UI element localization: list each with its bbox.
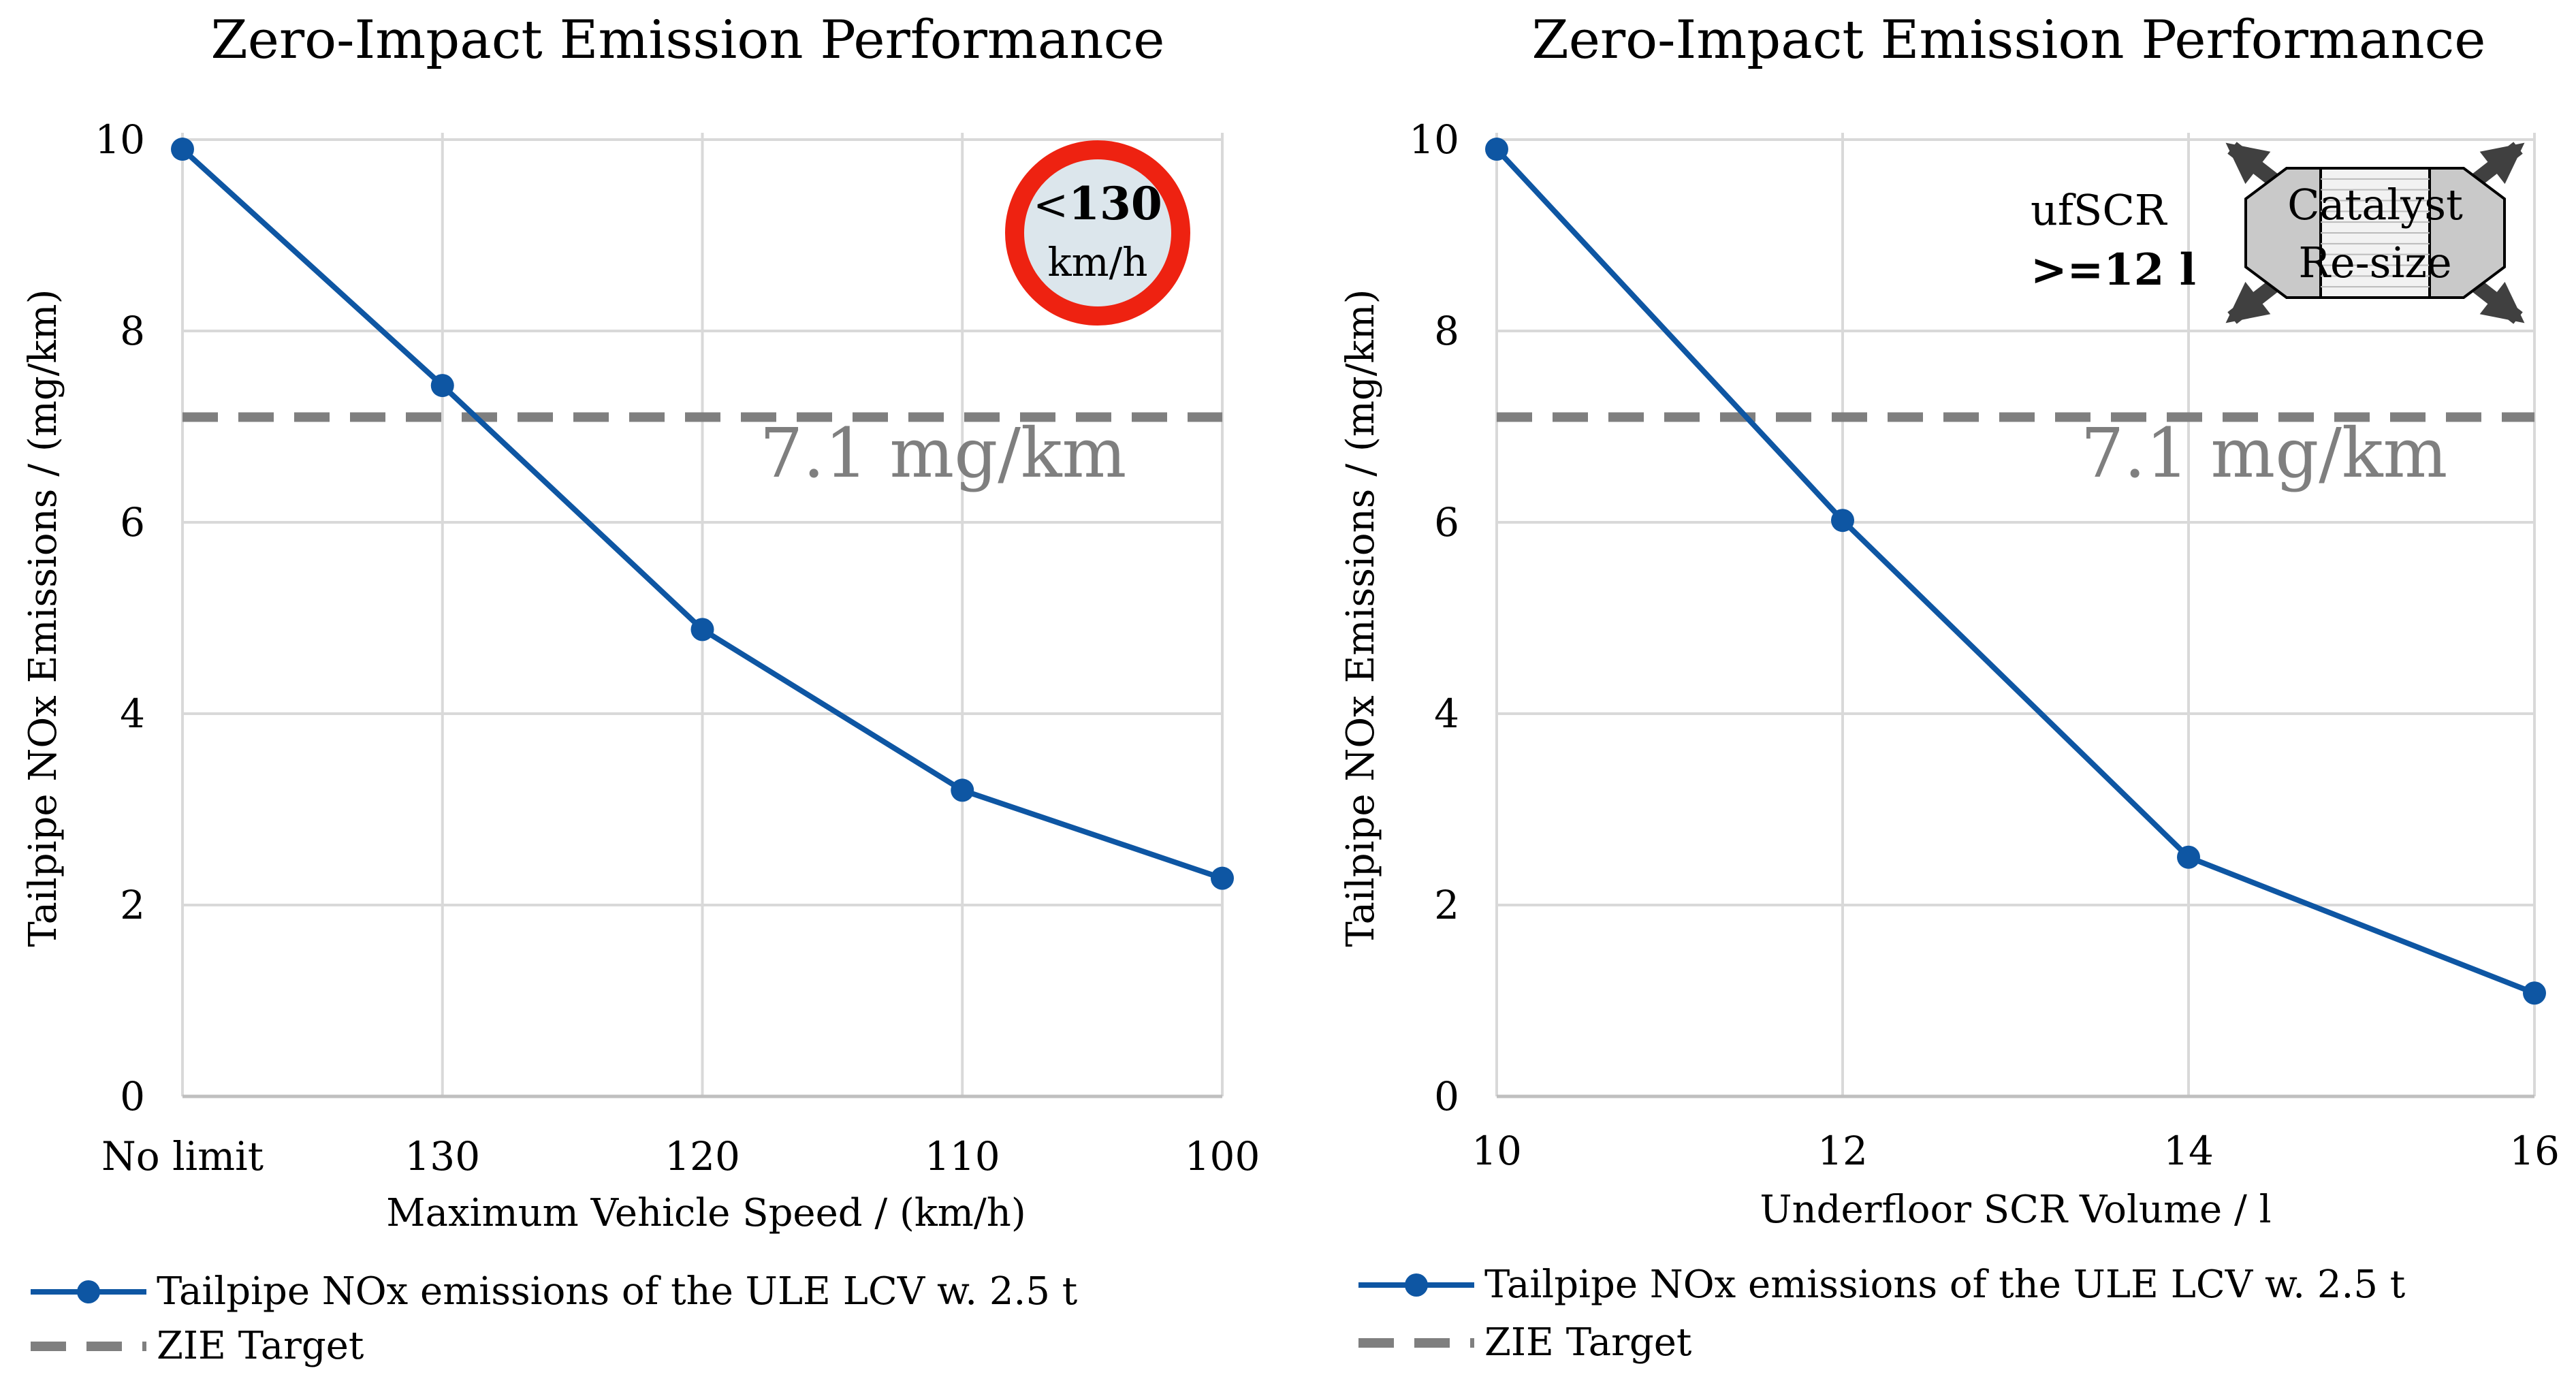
x-tick-label: 110 [925,1133,1000,1179]
data-point [171,138,194,161]
y-tick-label: 10 [95,116,145,163]
data-point [951,778,974,802]
ufscr-note-label: ufSCR [2031,185,2168,235]
chart-title: Zero-Impact Emission Performance [211,10,1165,71]
x-tick-label: 130 [404,1133,480,1179]
chart-1: Zero-Impact Emission Performance 0 2 4 6 8 10 N… [21,10,1260,1368]
y-tick-label: 10 [1409,116,1459,163]
y-tick-label: 2 [1434,882,1459,928]
legend-target-label: ZIE Target [1484,1320,1692,1365]
target-label: 7.1 mg/km [2081,413,2448,493]
x-tick-label: No limit [101,1133,264,1179]
catalyst-resize-icon: Catalyst Re-size [2225,142,2525,324]
series-line [1495,147,2536,996]
y-tick-label: 8 [1434,308,1459,354]
x-tick-label: 10 [1472,1128,1522,1174]
data-point [430,374,454,398]
resize-arrow-head [2479,142,2525,185]
legend-target-label: ZIE Target [157,1324,364,1368]
resize-arrow-head [2225,281,2271,323]
y-tick-label: 4 [120,691,145,737]
resize-arrow-head [2479,281,2525,323]
x-tick-label: 120 [665,1133,740,1179]
y-tick-label: 0 [120,1073,145,1120]
x-tick-label: 16 [2509,1128,2560,1174]
y-axis-label: Tailpipe NOx Emissions / (mg/km) [21,289,65,947]
legend-series-label: Tailpipe NOx emissions of the ULE LCV w.… [1484,1263,2406,1307]
data-point [1831,509,1854,533]
x-tick-label: 14 [2163,1128,2214,1174]
y-axis-label: Tailpipe NOx Emissions / (mg/km) [1339,289,1383,947]
speed-limit-sign: <130 km/h [1005,140,1190,326]
data-point [1211,866,1234,890]
resize-arrow-head [2225,142,2271,185]
resize-label: Re-size [2298,238,2451,287]
speed-limit-number: <130 [1033,177,1162,230]
x-tick-label: 12 [1817,1128,1868,1174]
catalyst-label: Catalyst [2287,180,2463,229]
data-point [1485,138,1508,161]
x-axis-label: Maximum Vehicle Speed / (km/h) [386,1191,1025,1235]
y-tick-label: 2 [120,882,145,928]
speed-limit-ring [1005,140,1190,326]
legend: Tailpipe NOx emissions of the ULE LCV w.… [31,1269,1078,1368]
legend: Tailpipe NOx emissions of the ULE LCV w.… [1358,1263,2406,1365]
gridlines [181,133,1224,1098]
x-axis-label: Underfloor SCR Volume / l [1760,1188,2271,1232]
x-tick-label: 100 [1185,1133,1260,1179]
data-point [690,618,714,641]
legend-series-label: Tailpipe NOx emissions of the ULE LCV w.… [157,1269,1078,1314]
y-tick-label: 6 [120,499,145,545]
ufscr-note-value: >=12 l [2031,244,2196,296]
speed-limit-unit: km/h [1047,239,1147,285]
legend-series-marker [1405,1273,1428,1297]
target-label: 7.1 mg/km [760,413,1127,493]
chart-2: Zero-Impact Emission Performance 0 2 4 6 8 10 1… [1339,10,2560,1365]
y-tick-label: 8 [120,308,145,354]
y-tick-label: 4 [1434,691,1459,737]
data-point [2177,845,2200,869]
y-tick-label: 6 [1434,499,1459,545]
chart-title: Zero-Impact Emission Performance [1532,10,2486,71]
data-point [2523,981,2546,1005]
y-tick-label: 0 [1434,1073,1459,1120]
legend-series-marker [77,1280,100,1303]
